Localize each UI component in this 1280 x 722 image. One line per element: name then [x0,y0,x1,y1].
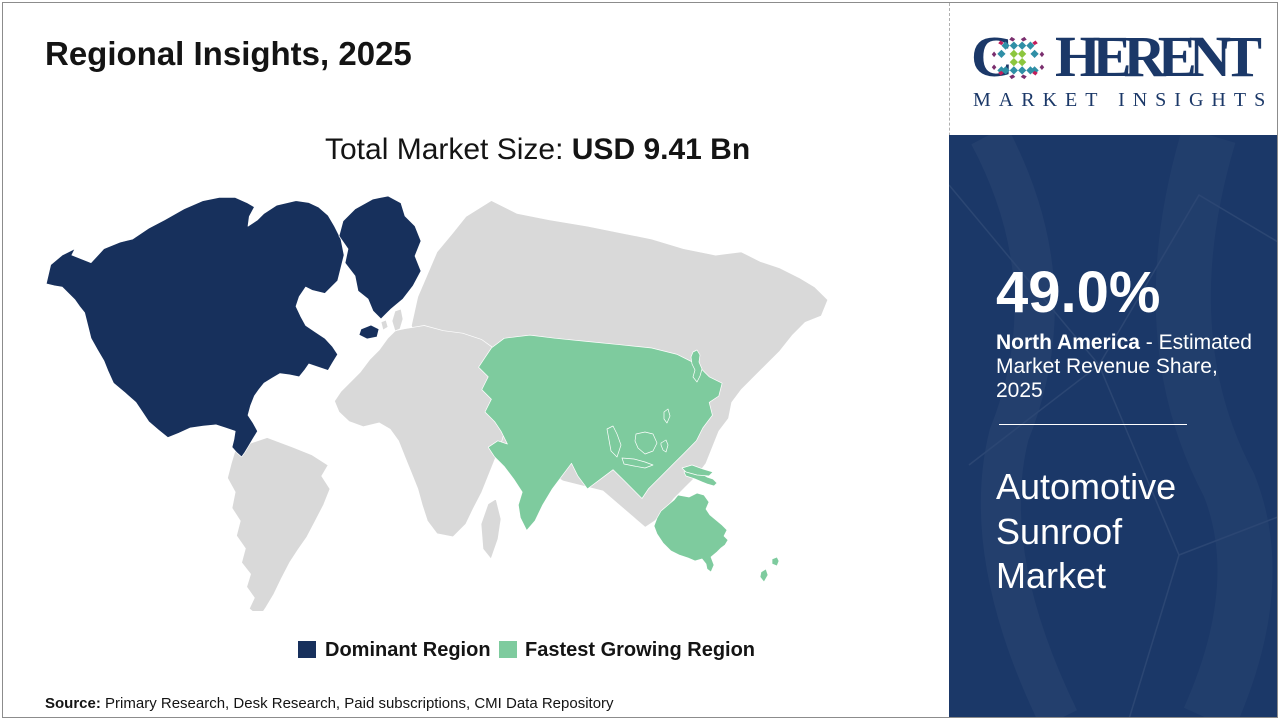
svg-text:HERENT: HERENT [1055,24,1262,89]
svg-text:C: C [971,24,1013,89]
